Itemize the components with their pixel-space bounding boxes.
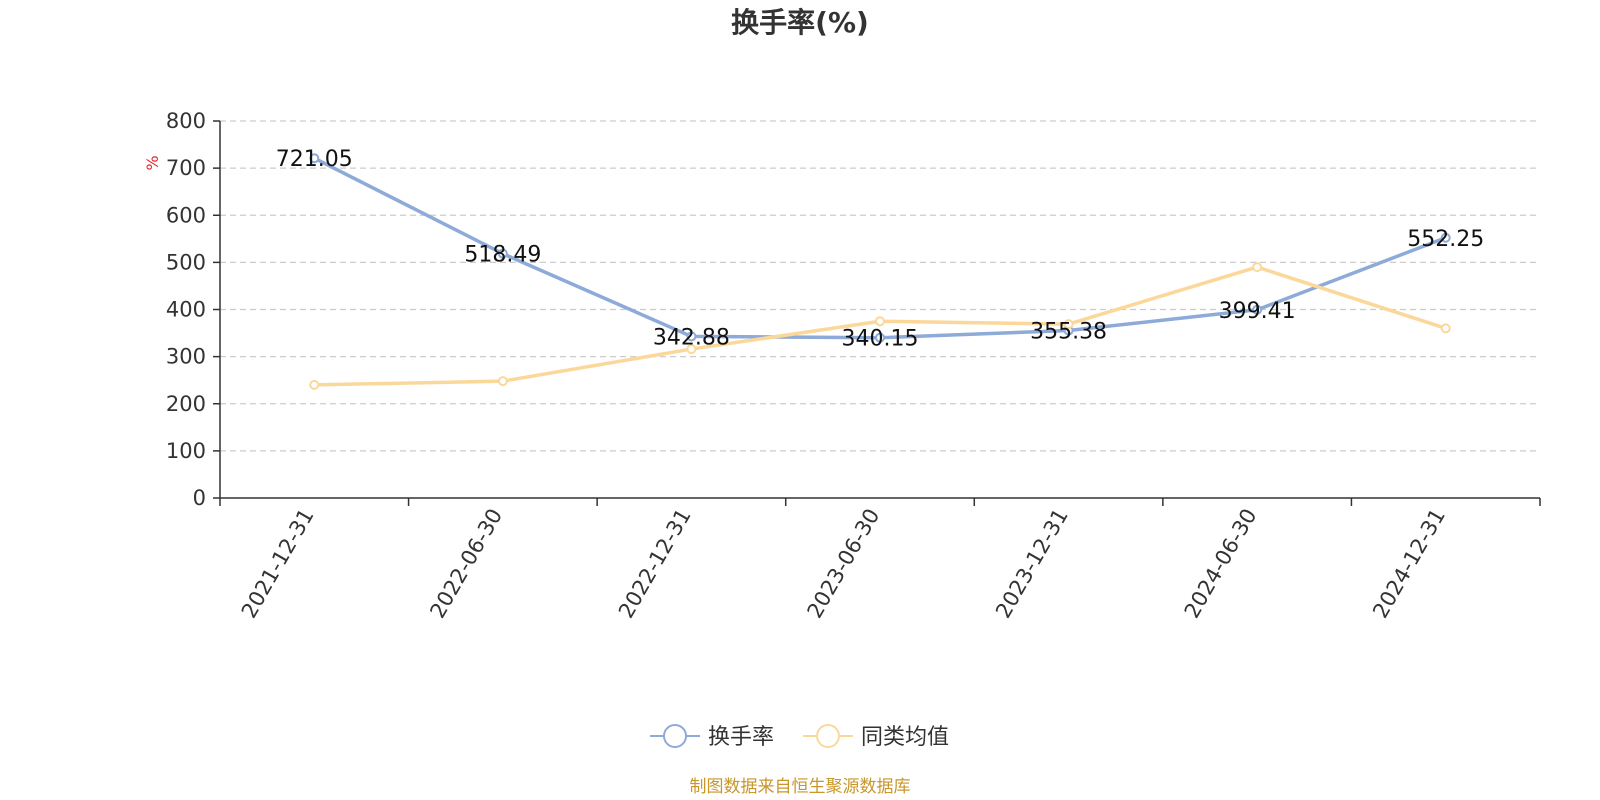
y-tick-labels: 0 100 200 300 400 500 600 700 800 — [166, 109, 206, 510]
chart-title: 换手率(%) — [731, 6, 869, 39]
y-tick-label: 700 — [166, 156, 206, 180]
data-label: 721.05 — [276, 147, 353, 172]
legend-label: 同类均值 — [861, 725, 949, 750]
series-2-point[interactable] — [686, 344, 697, 355]
data-label: 340.15 — [842, 327, 919, 352]
series-2-point[interactable] — [309, 379, 320, 390]
series-1-point[interactable] — [1440, 232, 1451, 243]
gridlines — [220, 120, 1540, 452]
y-tick-label: 100 — [166, 439, 206, 463]
series-2-point[interactable] — [875, 316, 885, 327]
x-tick-label: 2021-12-31 — [237, 505, 319, 623]
y-tick-label: 0 — [193, 486, 206, 510]
series-1-point[interactable] — [309, 153, 320, 164]
legend-label: 换手率 — [708, 725, 774, 750]
data-label: 552.25 — [1407, 227, 1484, 252]
x-tick-label: 2022-06-30 — [425, 505, 507, 623]
y-tick-label: 300 — [166, 345, 206, 369]
series-1-point[interactable] — [686, 331, 697, 342]
legend[interactable]: 换手率 同类均值 — [650, 724, 949, 750]
y-tick-label: 600 — [166, 203, 206, 227]
data-label: 342.88 — [653, 325, 730, 350]
y-tick-label: 800 — [166, 109, 206, 133]
axes — [213, 120, 1541, 506]
y-tick-label: 500 — [166, 250, 206, 274]
series-2-point[interactable] — [1440, 323, 1451, 334]
data-labels: 721.05 518.49 342.88 340.15 355.38 399.41 552.… — [276, 147, 1484, 351]
legend-marker — [816, 724, 840, 748]
data-label: 399.41 — [1219, 299, 1296, 324]
series-1-point[interactable] — [875, 332, 885, 343]
series-1-point[interactable] — [1252, 304, 1263, 315]
series-group — [309, 153, 1451, 390]
x-tick-labels: 2021-12-31 2022-06-30 2022-12-31 2023-06-30… — [237, 505, 1450, 623]
legend-item-2[interactable]: 同类均值 — [803, 724, 949, 750]
data-label: 518.49 — [464, 243, 541, 268]
x-tick-label: 2023-06-30 — [803, 505, 885, 623]
legend-item-1[interactable]: 换手率 — [650, 724, 774, 750]
series-1-point[interactable] — [497, 248, 508, 259]
legend-marker — [663, 724, 687, 748]
series-2-point[interactable] — [497, 376, 508, 387]
series-2-point[interactable] — [1063, 319, 1074, 330]
x-tick-label: 2024-06-30 — [1180, 505, 1262, 623]
y-tick-label: 200 — [166, 392, 206, 416]
x-tick-label: 2024-12-31 — [1368, 505, 1450, 623]
y-tick-label: 400 — [166, 298, 206, 322]
y-axis-unit: % — [143, 155, 162, 170]
source-note: 制图数据来自恒生聚源数据库 — [690, 777, 911, 797]
data-label: 355.38 — [1030, 320, 1107, 345]
x-tick-label: 2022-12-31 — [614, 505, 696, 623]
x-tick-label: 2023-12-31 — [991, 505, 1073, 623]
series-2-point[interactable] — [1252, 262, 1263, 273]
